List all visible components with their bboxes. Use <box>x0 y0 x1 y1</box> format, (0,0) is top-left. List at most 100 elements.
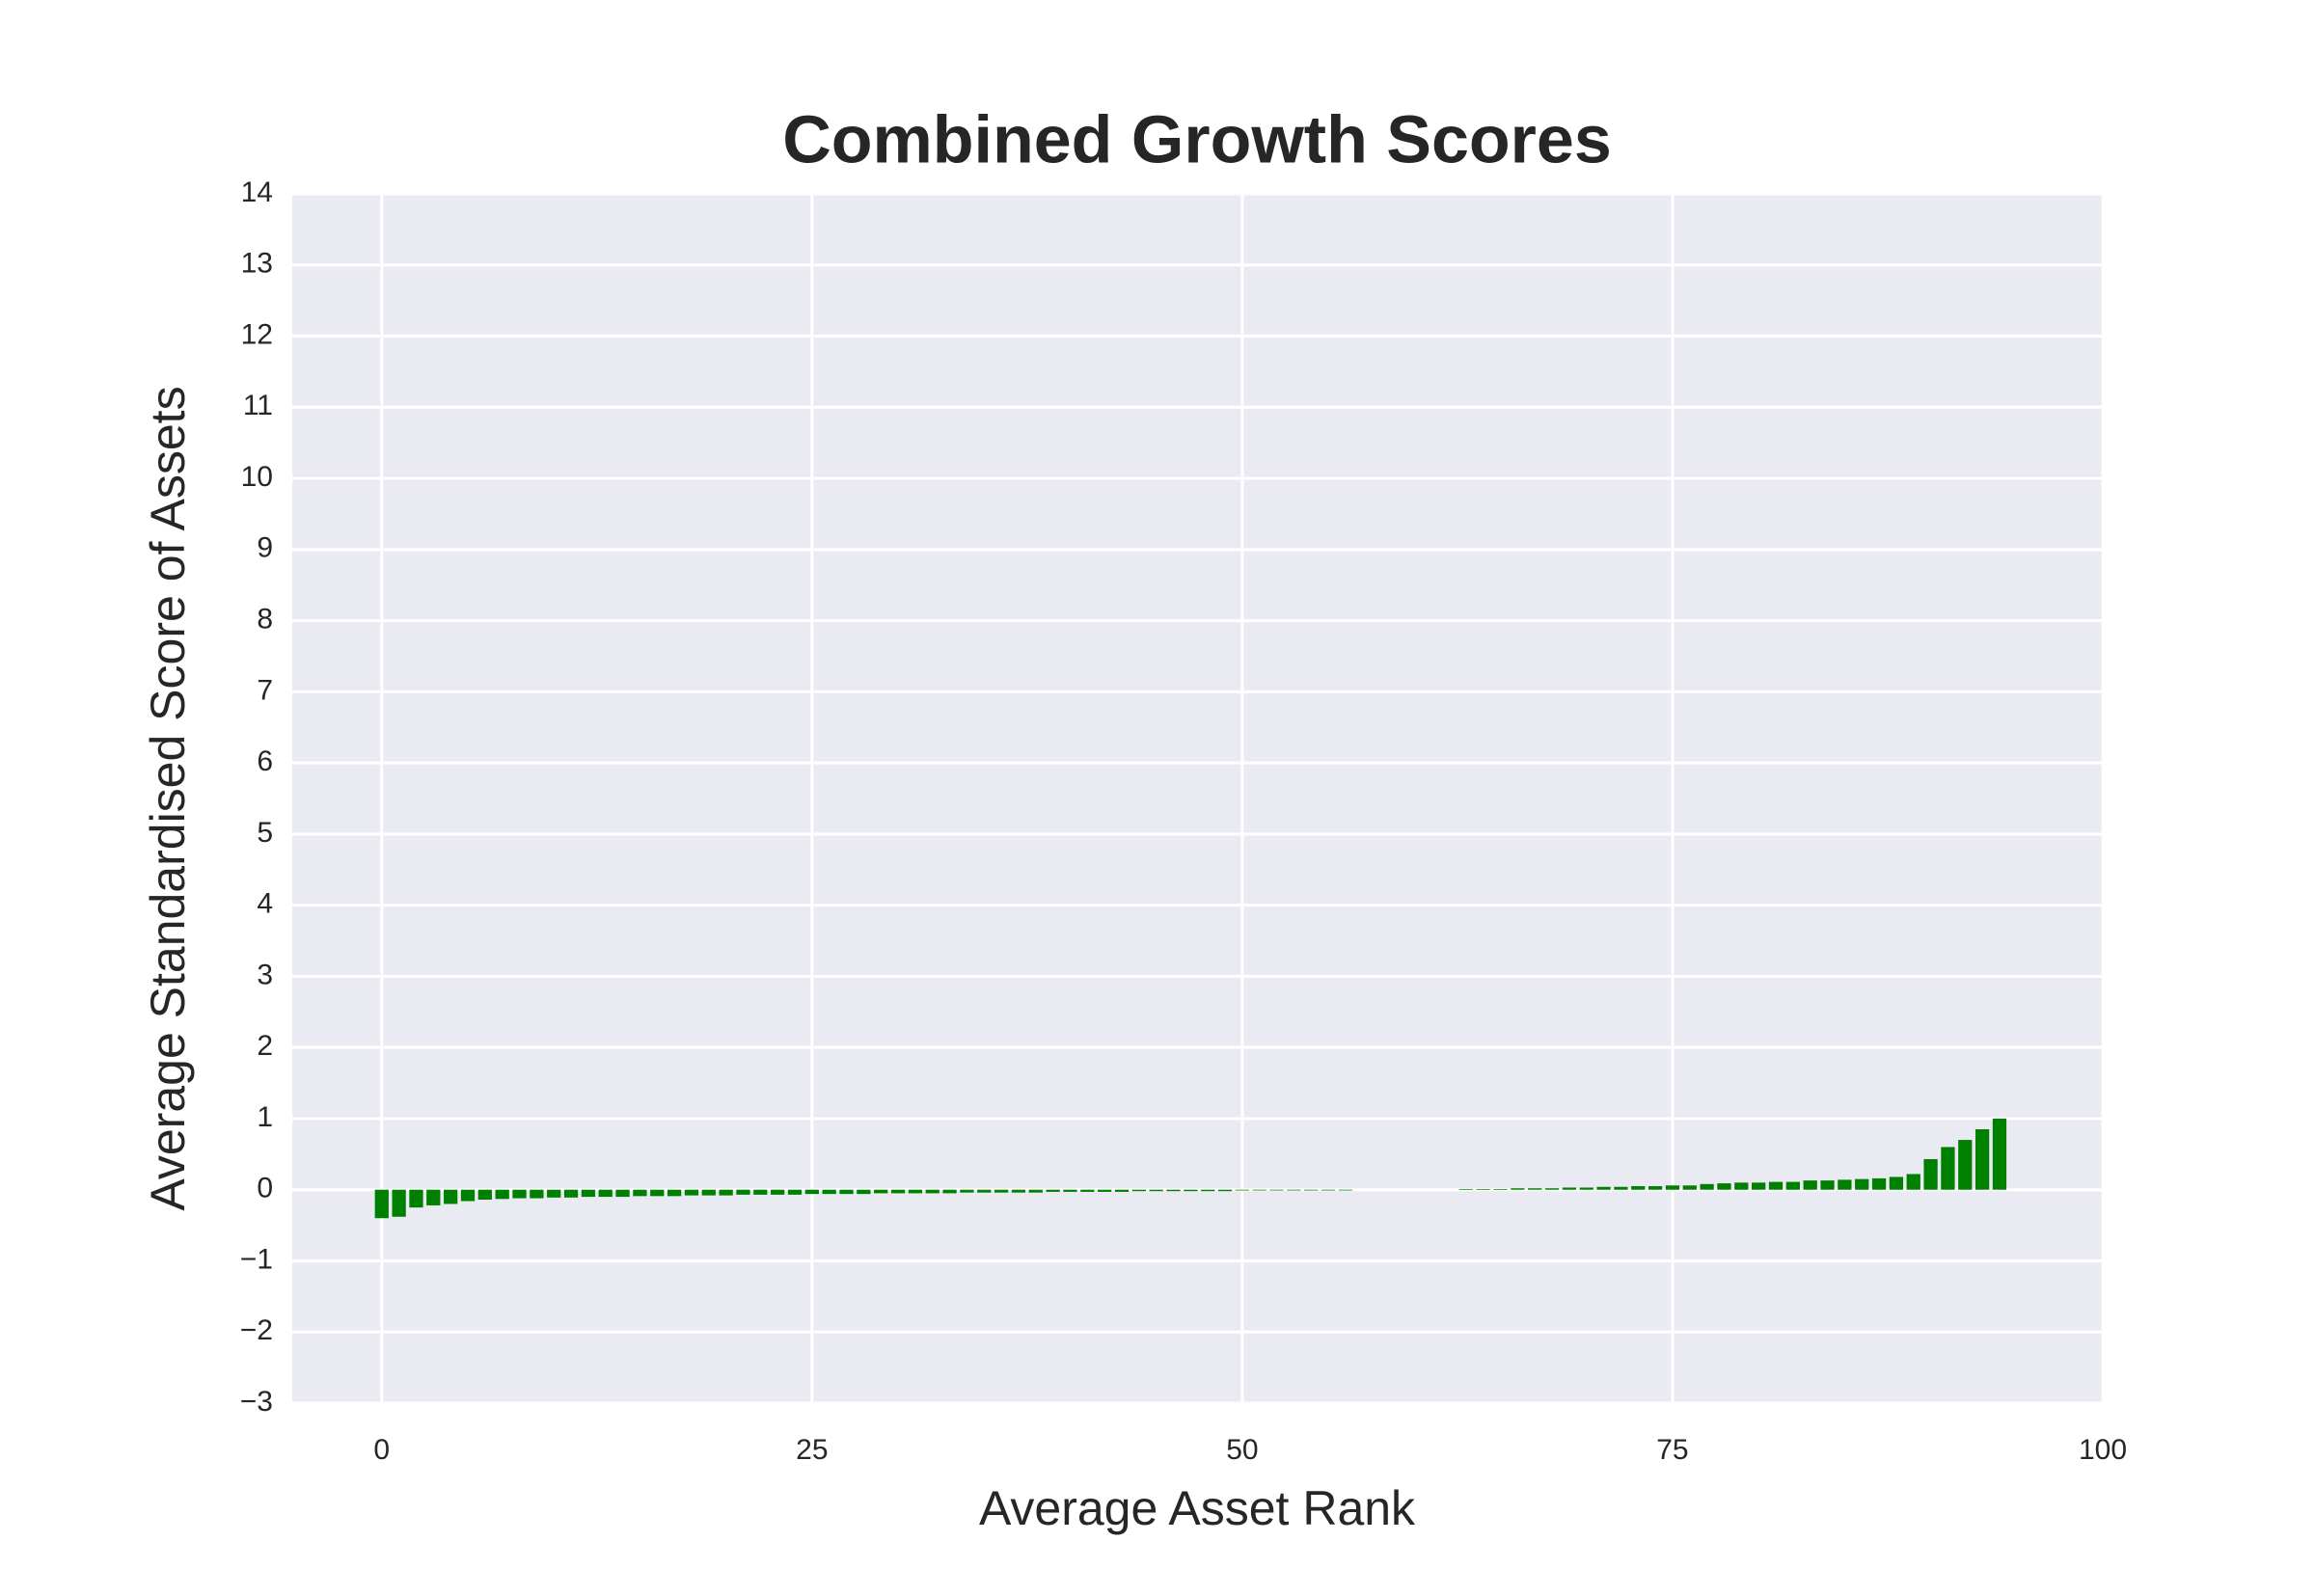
y-tick-label: 7 <box>257 674 273 706</box>
bar <box>1768 1181 1784 1190</box>
bar <box>1114 1189 1130 1192</box>
bar <box>1338 1189 1353 1191</box>
bar <box>1820 1180 1835 1190</box>
bar <box>960 1189 974 1193</box>
bar <box>426 1189 441 1205</box>
bar <box>1614 1186 1628 1190</box>
y-tick-label: 6 <box>257 745 273 777</box>
bar <box>1923 1158 1938 1190</box>
grid <box>292 192 2105 1405</box>
bar <box>477 1189 492 1201</box>
bar <box>1871 1177 1887 1190</box>
bar <box>1785 1181 1800 1190</box>
bar <box>1717 1183 1731 1190</box>
bar <box>1579 1187 1593 1190</box>
y-tick-label: 13 <box>241 248 273 280</box>
bar <box>942 1189 957 1194</box>
bar <box>1201 1189 1215 1192</box>
bar <box>736 1189 750 1195</box>
bar <box>581 1189 596 1198</box>
bar <box>890 1189 906 1194</box>
y-tick-label: −3 <box>240 1386 273 1418</box>
bar <box>1046 1189 1060 1192</box>
bar <box>392 1189 406 1217</box>
bar <box>1682 1185 1697 1190</box>
bar <box>977 1189 992 1193</box>
bar <box>1596 1186 1611 1190</box>
bar <box>1011 1189 1026 1193</box>
bar <box>1252 1189 1266 1191</box>
y-tick-label: 4 <box>257 888 273 920</box>
y-tick-label: 10 <box>241 461 273 493</box>
bar <box>444 1189 458 1204</box>
bar <box>1803 1180 1817 1190</box>
y-axis-label: Average Standardised Score of Assets <box>141 386 195 1210</box>
y-tick-label: 11 <box>243 390 273 421</box>
bar <box>1098 1189 1112 1192</box>
bar <box>1493 1188 1508 1190</box>
y-tick-label: 3 <box>257 959 273 990</box>
bar <box>1131 1189 1146 1192</box>
bar <box>1855 1178 1869 1190</box>
bar <box>1631 1186 1646 1190</box>
bar <box>1958 1140 1973 1190</box>
bar <box>1184 1189 1198 1192</box>
bar <box>615 1189 630 1198</box>
bar <box>787 1189 803 1195</box>
y-tick-label: −1 <box>240 1243 273 1275</box>
x-tick-label: 100 <box>2079 1434 2127 1466</box>
bar <box>1941 1147 1955 1190</box>
bar <box>1752 1182 1766 1190</box>
bar <box>409 1189 423 1208</box>
bar <box>1992 1118 2007 1190</box>
x-tick-label: 0 <box>373 1434 390 1466</box>
x-tick-label: 75 <box>1656 1434 1688 1466</box>
bar <box>1528 1188 1542 1190</box>
y-tick-label: 5 <box>257 817 273 849</box>
y-tick-label: 8 <box>257 604 273 636</box>
bar <box>1700 1183 1714 1190</box>
bar <box>1080 1189 1095 1192</box>
bar <box>839 1189 854 1195</box>
bar <box>857 1189 871 1195</box>
bar <box>701 1189 716 1196</box>
bar <box>753 1189 768 1195</box>
bar <box>822 1189 836 1195</box>
bar <box>1734 1182 1749 1190</box>
bar <box>1838 1179 1852 1190</box>
bar <box>1287 1189 1301 1191</box>
bar <box>512 1189 527 1199</box>
y-tick-label: 14 <box>241 176 273 208</box>
bar <box>771 1189 785 1195</box>
bar <box>874 1189 888 1194</box>
bar <box>1562 1187 1577 1190</box>
bar <box>667 1189 682 1197</box>
bar <box>1217 1189 1233 1192</box>
bar <box>1235 1189 1250 1191</box>
bar <box>374 1189 389 1219</box>
bar <box>1889 1177 1904 1190</box>
bar <box>1063 1189 1077 1192</box>
bar <box>1304 1189 1319 1191</box>
bar <box>633 1189 647 1197</box>
bar <box>1476 1188 1490 1190</box>
bar <box>1458 1188 1473 1190</box>
plot-area <box>292 194 2103 1403</box>
bar <box>1269 1189 1284 1191</box>
y-tick-label: 9 <box>257 532 273 564</box>
x-axis-label: Average Asset Rank <box>979 1481 1416 1535</box>
chart-title: Combined Growth Scores <box>782 101 1612 176</box>
y-tick-label: 2 <box>257 1030 273 1062</box>
bar <box>925 1189 940 1194</box>
bar <box>1166 1189 1181 1192</box>
bar <box>460 1189 476 1202</box>
bar <box>1906 1174 1920 1190</box>
bar <box>547 1189 561 1198</box>
y-tick-label: 12 <box>241 318 273 350</box>
bar <box>1975 1129 1990 1190</box>
bar <box>804 1189 819 1195</box>
y-tick-label: 0 <box>257 1173 273 1204</box>
